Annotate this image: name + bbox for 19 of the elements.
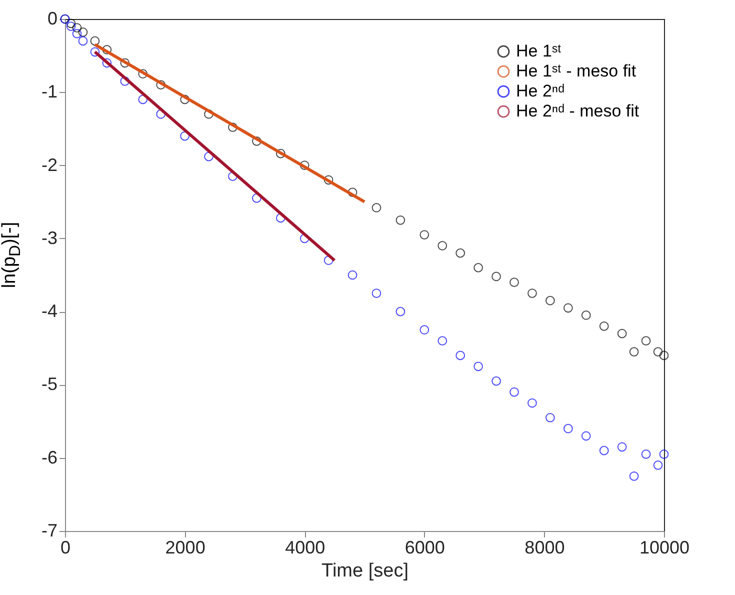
x-axis-title: Time [sec] bbox=[322, 560, 408, 582]
y-tick-label: 0 bbox=[47, 8, 58, 28]
legend-label: He 1ˢᵗ - meso fit bbox=[516, 62, 636, 80]
y-tick-label: -4 bbox=[41, 301, 58, 322]
legend-label: He 2ⁿᵈ - meso fit bbox=[516, 102, 640, 120]
x-tick-label: 0 bbox=[60, 538, 71, 558]
x-tick-label: 10000 bbox=[639, 538, 690, 558]
x-tick-label: 2000 bbox=[165, 538, 206, 558]
y-tick-label: -6 bbox=[41, 447, 58, 468]
y-tick-label: -5 bbox=[41, 374, 58, 394]
legend-label: He 2ⁿᵈ bbox=[516, 82, 565, 100]
x-tick-label: 8000 bbox=[524, 538, 565, 558]
y-tick-label: -1 bbox=[41, 82, 58, 102]
x-tick-label: 6000 bbox=[404, 538, 445, 558]
y-tick-label: -3 bbox=[41, 228, 58, 248]
legend-label: He 1ˢᵗ bbox=[516, 42, 562, 60]
y-tick-label: -7 bbox=[41, 520, 58, 540]
y-tick-label: -2 bbox=[41, 154, 58, 175]
x-tick-label: 4000 bbox=[285, 538, 326, 558]
